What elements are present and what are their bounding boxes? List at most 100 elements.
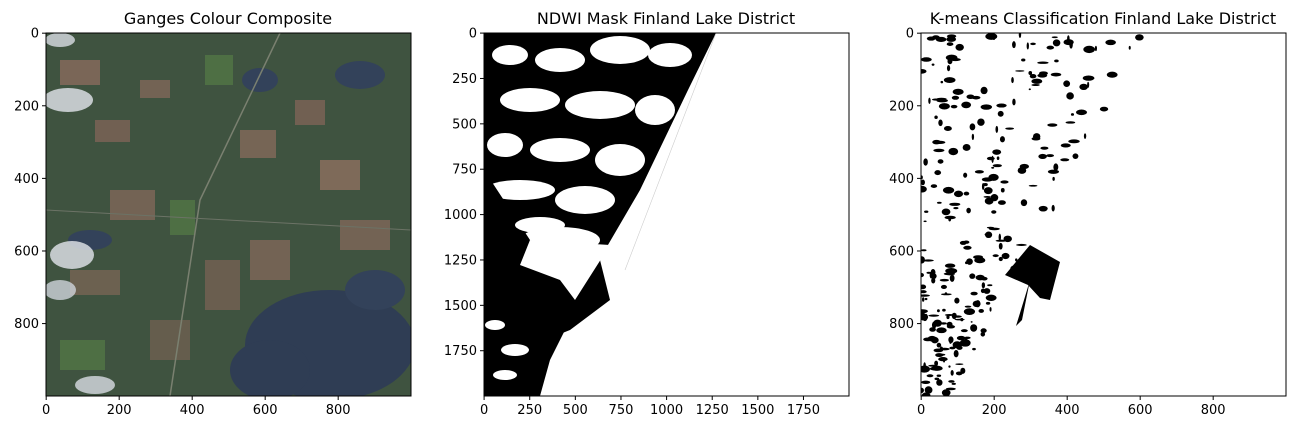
class-pixel-cluster — [940, 293, 952, 296]
class-pixel-cluster — [999, 136, 1005, 143]
class-pixel-cluster — [1068, 139, 1080, 144]
class-pixel-cluster — [1038, 205, 1048, 212]
x-tick-label: 0 — [917, 403, 925, 418]
x-tick-label: 1250 — [696, 403, 729, 418]
class-pixel-cluster — [923, 220, 927, 223]
axes-frame — [45, 32, 412, 397]
class-pixel-cluster — [1026, 42, 1029, 50]
class-pixel-cluster — [1054, 59, 1059, 63]
class-pixel-cluster — [984, 233, 989, 236]
class-pixel-cluster — [1046, 45, 1055, 50]
x-tick-label: 600 — [253, 403, 278, 418]
x-tick-label: 200 — [107, 403, 132, 418]
class-pixel-cluster — [985, 231, 993, 239]
class-pixel-cluster — [1051, 204, 1055, 212]
class-pixel-cluster — [936, 379, 943, 386]
class-pixel-cluster — [988, 173, 999, 181]
x-tick-label: 400 — [1055, 403, 1080, 418]
class-pixel-cluster — [992, 254, 999, 258]
tick-group: 0 200 400 600 800 0 200 400 600 800 — [889, 27, 1225, 418]
class-pixel-cluster — [1082, 75, 1095, 81]
y-tick-label: 1250 — [444, 253, 477, 268]
class-pixel-cluster — [952, 88, 964, 95]
class-pixel-cluster — [966, 207, 971, 214]
class-pixel-cluster — [1018, 33, 1022, 39]
class-pixel-cluster — [1067, 35, 1070, 43]
x-tick-label: 0 — [480, 403, 488, 418]
class-pixel-cluster — [1003, 235, 1012, 243]
class-pixel-cluster — [1063, 80, 1071, 87]
class-pixel-cluster — [1046, 154, 1054, 158]
class-pixel-cluster — [942, 358, 946, 363]
class-pixel-cluster — [992, 164, 1002, 168]
class-pixel-cluster — [949, 58, 961, 62]
class-pixel-cluster — [1020, 199, 1028, 207]
class-pixel-cluster — [954, 297, 960, 304]
class-pixel-cluster — [1060, 143, 1071, 148]
class-pixel-cluster — [971, 133, 975, 140]
class-pixel-cluster — [978, 308, 984, 313]
class-pixel-cluster — [1029, 74, 1037, 79]
class-pixel-cluster — [969, 123, 976, 131]
class-pixel-cluster — [937, 159, 944, 164]
class-pixel-cluster — [995, 125, 999, 133]
x-tick-label: 600 — [1128, 403, 1153, 418]
class-pixel-cluster — [1015, 258, 1018, 262]
class-pixel-cluster — [950, 370, 954, 376]
class-pixel-cluster — [942, 186, 955, 194]
class-pixel-cluster — [945, 387, 956, 391]
class-pixel-cluster — [1037, 73, 1048, 78]
class-pixel-cluster — [996, 103, 1007, 108]
class-pixel-cluster — [942, 308, 946, 312]
class-pixel-cluster — [997, 200, 1006, 205]
class-pixel-cluster — [951, 95, 960, 100]
class-pixel-cluster — [985, 301, 991, 305]
class-pixel-cluster — [960, 329, 968, 333]
class-pixel-cluster — [983, 183, 988, 187]
class-pixel-cluster — [963, 240, 970, 244]
class-pixel-cluster — [1105, 39, 1116, 46]
class-pixel-cluster — [1028, 88, 1031, 91]
class-pixel-cluster — [992, 34, 996, 41]
class-pixel-cluster — [951, 312, 957, 320]
class-pixel-cluster — [921, 185, 927, 193]
class-pixel-cluster — [929, 327, 936, 332]
class-pixel-cluster — [921, 57, 932, 62]
class-pixel-cluster — [981, 282, 986, 289]
class-pixel-cluster — [934, 377, 940, 381]
y-tick-label: 1500 — [444, 299, 477, 314]
class-pixel-cluster — [1050, 72, 1062, 77]
class-pixel-cluster — [921, 392, 931, 396]
class-pixel-cluster — [943, 77, 956, 83]
class-pixel-cluster — [1083, 133, 1087, 139]
class-pixel-cluster — [927, 335, 937, 342]
x-tick-label: 400 — [180, 403, 205, 418]
class-pixel-cluster — [1053, 163, 1059, 171]
class-pixel-cluster — [951, 382, 956, 385]
class-pixel-cluster — [1030, 42, 1036, 46]
x-tick-label: 1750 — [787, 403, 820, 418]
class-pixel-cluster — [983, 196, 991, 198]
class-pixel-cluster — [936, 374, 942, 377]
class-pixel-cluster — [996, 156, 1000, 160]
y-tick-label: 500 — [452, 117, 477, 132]
class-pixel-cluster — [952, 341, 962, 349]
class-pixel-cluster — [969, 273, 976, 279]
class-pixel-cluster — [935, 36, 947, 42]
class-pixel-cluster — [985, 33, 998, 40]
class-pixel-cluster — [966, 258, 973, 265]
class-pixel-cluster — [992, 149, 1002, 155]
class-pixel-cluster — [1015, 70, 1025, 72]
class-pixel-cluster — [924, 210, 929, 213]
class-pixel-cluster — [963, 172, 968, 178]
class-pixel-cluster — [926, 36, 936, 41]
class-pixel-cluster — [1083, 45, 1096, 54]
class-pixel-cluster — [921, 284, 927, 290]
class-pixel-cluster — [963, 308, 976, 315]
class-pixel-cluster — [1047, 123, 1058, 127]
y-tick-label: 250 — [452, 72, 477, 87]
class-pixel-cluster — [924, 386, 933, 394]
class-pixel-cluster — [930, 184, 938, 188]
class-pixel-cluster — [953, 190, 964, 198]
class-pixel-cluster — [973, 255, 984, 260]
